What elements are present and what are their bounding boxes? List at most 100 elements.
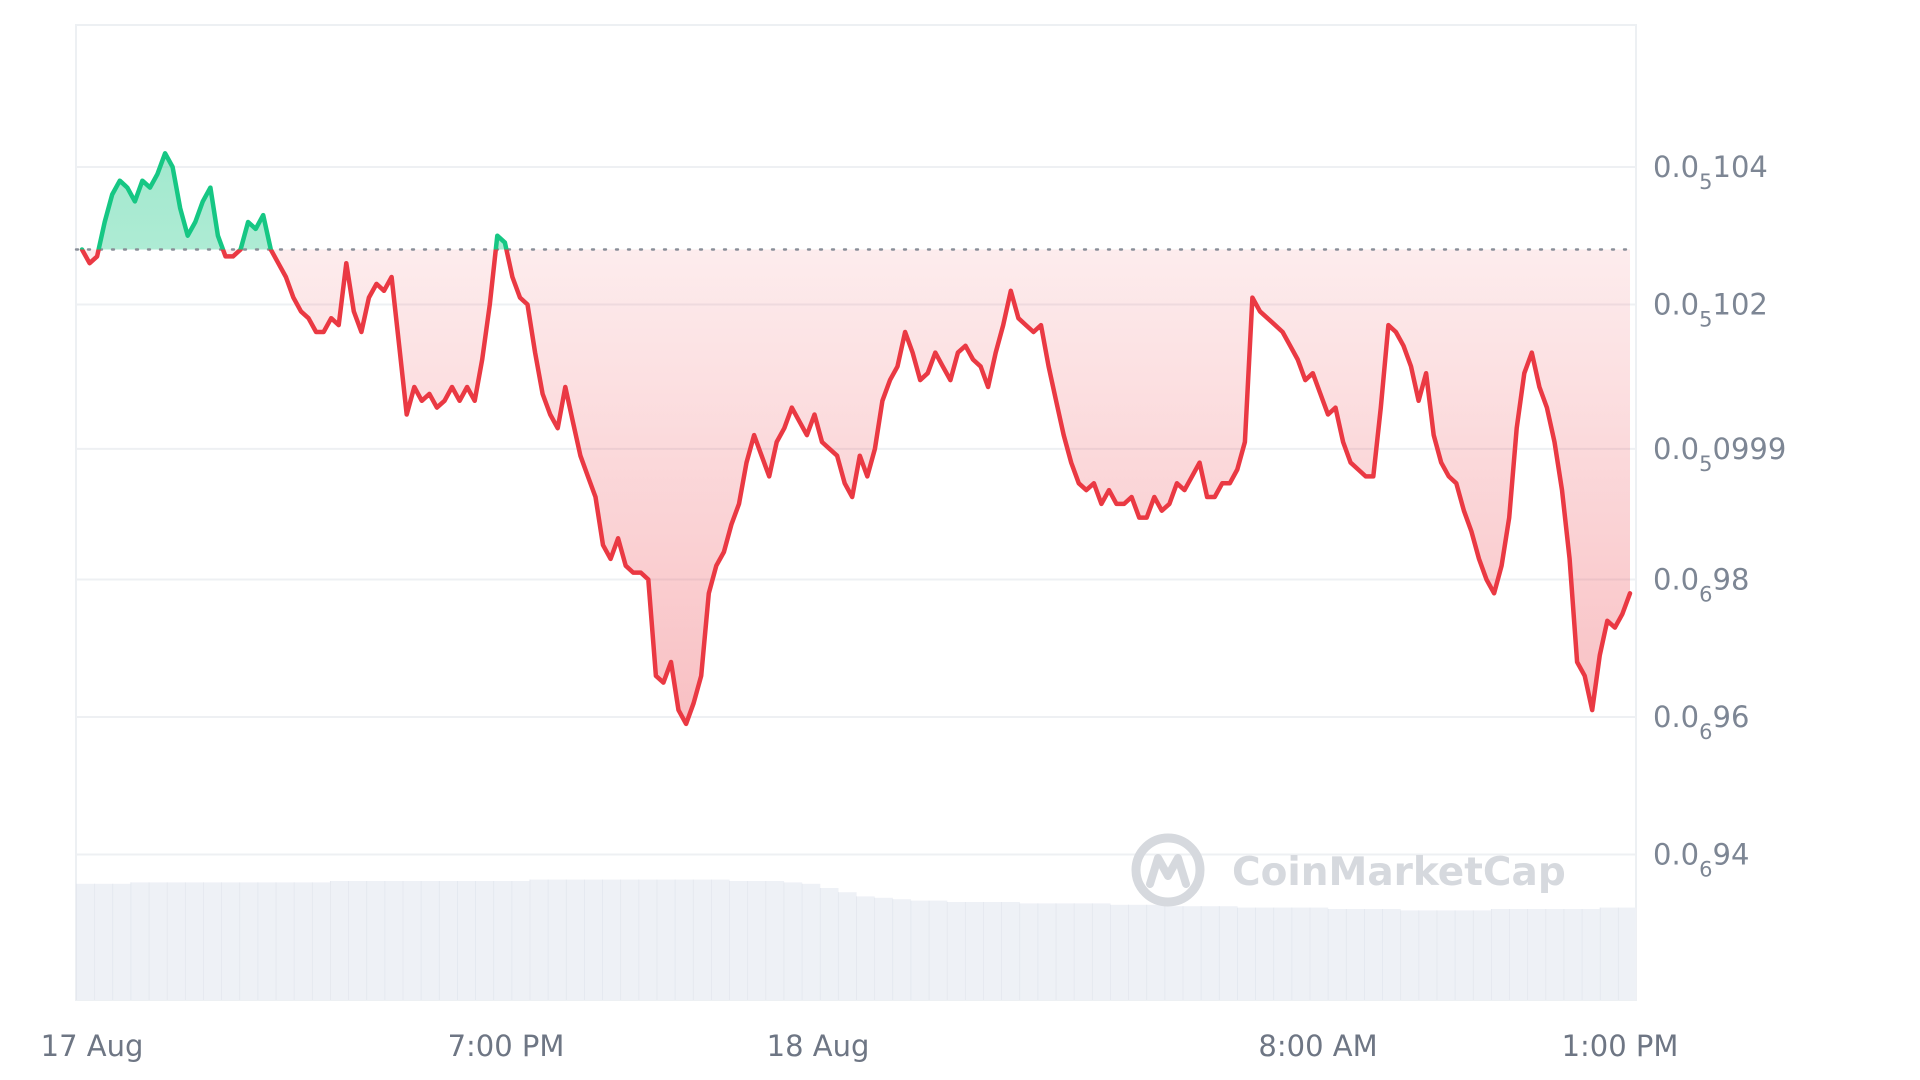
volume-bar xyxy=(1363,909,1383,1000)
x-axis-labels: 17 Aug 7:00 PM 18 Aug 8:00 AM 1:00 PM xyxy=(41,1029,1679,1063)
volume-bar xyxy=(311,882,331,1000)
volume-bar xyxy=(910,900,930,1000)
coinmarketcap-logo-icon xyxy=(1131,833,1205,907)
y-tick-label: 0.0696 xyxy=(1653,700,1749,744)
volume-bar xyxy=(1509,909,1528,1000)
volume-bar xyxy=(1581,909,1601,1000)
volume-bar xyxy=(366,881,385,1000)
y-tick-label: 0.0698 xyxy=(1653,563,1749,607)
volume-bar xyxy=(1218,906,1238,1000)
volume-bar xyxy=(964,902,984,1000)
volume-bar xyxy=(511,881,531,1000)
volume-bar xyxy=(710,879,730,1000)
volume-bar xyxy=(1291,907,1311,1000)
volume-bar xyxy=(329,881,349,1000)
volume-bar xyxy=(1436,910,1456,1000)
watermark-text: CoinMarketCap xyxy=(1232,850,1566,895)
volume-bar xyxy=(1164,906,1184,1000)
x-tick-label: 18 Aug xyxy=(767,1029,870,1063)
volume-bar xyxy=(221,882,240,1000)
x-tick-label: 7:00 PM xyxy=(448,1029,565,1063)
volume-bar xyxy=(1617,907,1637,1000)
volume-bar xyxy=(656,879,676,1000)
volume-bar xyxy=(874,897,893,1000)
volume-bar xyxy=(1563,909,1583,1000)
volume-bar xyxy=(1382,909,1401,1000)
volume-bar xyxy=(148,882,168,1000)
volume-bar xyxy=(275,882,295,1000)
volume-bar xyxy=(456,881,476,1000)
coinmarketcap-watermark: CoinMarketCap xyxy=(1131,833,1566,907)
volume-bar xyxy=(1490,909,1510,1000)
volume-bar xyxy=(892,899,912,1000)
volume-bar xyxy=(928,900,948,1000)
volume-bar xyxy=(384,881,404,1000)
volume-bar xyxy=(565,879,585,1000)
volume-bar xyxy=(1091,903,1111,1000)
volume-bar xyxy=(1073,903,1093,1000)
volume-bar xyxy=(420,881,440,1000)
volume-bar xyxy=(1454,910,1474,1000)
volume-bar xyxy=(293,882,313,1000)
volume-bar xyxy=(1001,902,1020,1000)
y-axis-labels: 0.05104 0.05102 0.050999 0.0698 0.0696 0.0694 xyxy=(1653,150,1786,882)
volume-bar xyxy=(76,883,95,1000)
volume-bar xyxy=(765,881,785,1000)
volume-bar xyxy=(1545,909,1565,1000)
y-tick-label: 0.05104 xyxy=(1653,150,1768,194)
volume-bar xyxy=(1109,904,1129,1000)
price-line-below-reference xyxy=(79,249,1633,727)
volume-bar xyxy=(184,882,204,1000)
volume-bar xyxy=(1146,904,1165,1000)
volume-bar xyxy=(819,888,839,1000)
volume-bar xyxy=(1599,907,1619,1000)
volume-bar xyxy=(1418,910,1438,1000)
volume-bar xyxy=(801,883,821,1000)
volume-bar xyxy=(257,882,277,1000)
volume-bar xyxy=(1309,907,1329,1000)
volume-bar xyxy=(583,879,603,1000)
volume-bar xyxy=(547,879,567,1000)
volume-bar xyxy=(348,881,367,1000)
volume-bar xyxy=(1345,909,1365,1000)
volume-bar xyxy=(729,881,748,1000)
volume-bar xyxy=(837,892,857,1000)
volume-bar xyxy=(402,881,422,1000)
x-tick-label: 8:00 AM xyxy=(1258,1029,1377,1063)
volume-bar xyxy=(1037,903,1057,1000)
volume-bar xyxy=(1182,906,1202,1000)
y-tick-label: 0.05102 xyxy=(1653,288,1768,332)
volume-bar xyxy=(692,879,712,1000)
volume-bar xyxy=(1273,907,1292,1000)
volume-bar xyxy=(94,883,113,1000)
x-tick-label: 17 Aug xyxy=(41,1029,144,1063)
volume-bar xyxy=(747,881,766,1000)
volume-bar xyxy=(438,881,458,1000)
volume-bar xyxy=(130,882,150,1000)
volume-bar xyxy=(946,902,966,1000)
volume-bar xyxy=(1128,904,1147,1000)
volume-bar xyxy=(982,902,1002,1000)
volume-bar xyxy=(529,879,549,1000)
volume-bar xyxy=(1236,907,1256,1000)
volume-bars xyxy=(76,879,1637,1000)
volume-bar xyxy=(602,879,621,1000)
volume-bar xyxy=(1400,910,1419,1000)
volume-bar xyxy=(1527,909,1546,1000)
volume-bar xyxy=(856,896,875,1000)
volume-bar xyxy=(620,879,639,1000)
volume-bar xyxy=(638,879,658,1000)
volume-bar xyxy=(1472,910,1492,1000)
volume-bar xyxy=(112,883,132,1000)
volume-bar xyxy=(493,881,512,1000)
volume-bar xyxy=(1055,903,1075,1000)
volume-bar xyxy=(202,882,222,1000)
volume-bar xyxy=(783,882,803,1000)
volume-bar xyxy=(1327,909,1347,1000)
x-tick-label: 1:00 PM xyxy=(1562,1029,1679,1063)
volume-bar xyxy=(1200,906,1220,1000)
volume-bar xyxy=(674,879,694,1000)
volume-bar xyxy=(475,881,494,1000)
y-tick-label: 0.050999 xyxy=(1653,432,1786,476)
